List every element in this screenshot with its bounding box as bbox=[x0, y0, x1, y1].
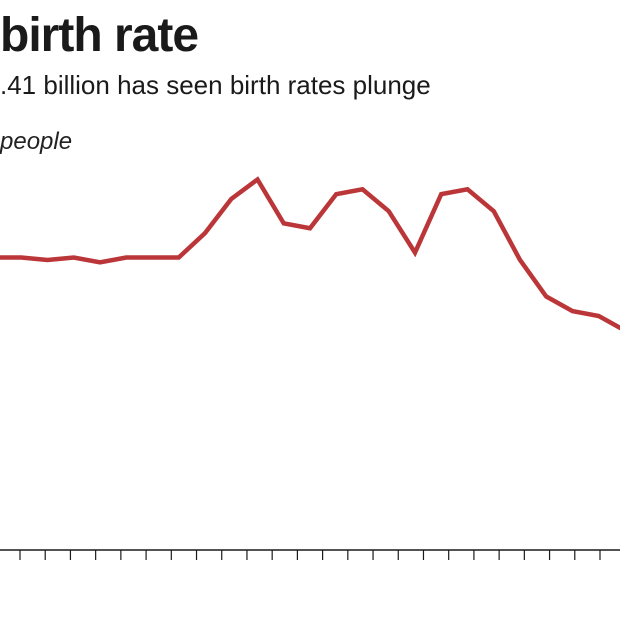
plot-area bbox=[0, 150, 620, 570]
chart-container: birth rate .41 billion has seen birth ra… bbox=[0, 0, 620, 620]
data-line bbox=[0, 180, 620, 331]
chart-title: birth rate bbox=[0, 8, 198, 63]
line-chart-svg bbox=[0, 150, 620, 570]
chart-subtitle: .41 billion has seen birth rates plunge bbox=[0, 70, 431, 101]
